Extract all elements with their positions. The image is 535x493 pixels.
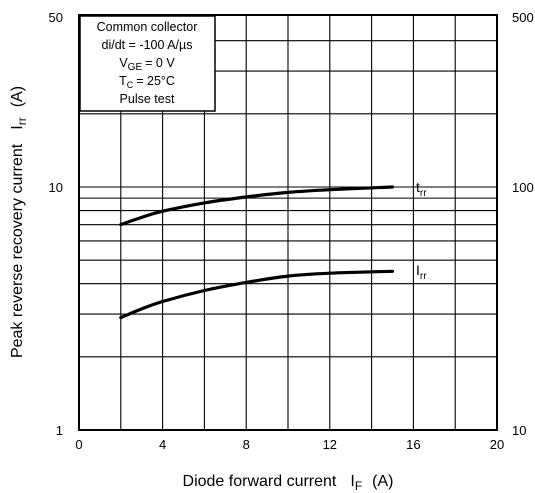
x-tick-label: 8 (243, 437, 250, 452)
x-tick-label: 0 (75, 437, 82, 452)
series-line-trr (119, 185, 395, 227)
x-tick-label: 12 (323, 437, 337, 452)
condition-line-3-symbol: V (119, 56, 128, 70)
series-label-trr-sub: rr (420, 188, 427, 199)
x-tick-labels: 0 4 8 12 16 20 (75, 437, 504, 452)
condition-line-4-sub: C (127, 80, 134, 90)
series-label-trr-main: t (416, 179, 420, 195)
y-right-tick-label: 10 (512, 423, 526, 438)
series-line-irr (119, 269, 395, 320)
plot-frame (78, 14, 498, 431)
x-axis-title-unit: (A) (372, 473, 393, 490)
y-axis-title: Peak reverse recovery current Irr (A) (9, 86, 29, 358)
series-label-irr: Irr (416, 262, 427, 282)
series-label-irr-main: I (416, 262, 420, 278)
condition-line-3-rest: = 0 V (145, 56, 175, 70)
x-axis-title-symbol: I (350, 473, 354, 490)
data-series (119, 185, 395, 320)
condition-line-2: di/dt = -100 A/µs (102, 38, 193, 52)
x-tick-label: 16 (406, 437, 420, 452)
condition-line-3-sub: GE (128, 62, 143, 73)
conditions-box-frame (79, 15, 216, 112)
condition-line-5: Pulse test (120, 92, 175, 106)
y-right-tick-labels: 10 100 500 (512, 10, 534, 438)
y-right-tick-label: 100 (512, 180, 534, 195)
condition-line-1: Common collector (97, 20, 198, 34)
y-left-tick-label: 50 (49, 10, 63, 25)
conditions-box: Common collector di/dt = -100 A/µs VGE = … (79, 15, 216, 112)
x-tick-label: 20 (490, 437, 504, 452)
x-axis-title-symbol-sub: F (355, 479, 362, 493)
y-right-tick-label: 500 (512, 10, 534, 25)
y-axis-title-unit: (A) (9, 86, 26, 107)
series-label-trr: trr (416, 179, 427, 199)
y-axis-title-symbol: I (9, 125, 26, 129)
x-tick-label: 4 (159, 437, 166, 452)
x-axis-title: Diode forward current IF (A) (183, 473, 394, 493)
y-left-tick-label: 1 (56, 423, 63, 438)
x-axis-title-text: Diode forward current (183, 473, 337, 490)
grid (79, 15, 497, 430)
condition-line-4: TC = 25°C (119, 74, 175, 90)
y-left-tick-labels: 1 10 50 (49, 10, 63, 438)
condition-line-4-rest: = 25°C (136, 74, 175, 88)
condition-line-3: VGE = 0 V (119, 56, 175, 73)
y-left-tick-label: 10 (49, 180, 63, 195)
y-axis-title-symbol-sub: rr (15, 117, 29, 125)
y-axis-title-text: Peak reverse recovery current (9, 143, 26, 358)
series-label-irr-sub: rr (420, 271, 427, 282)
condition-line-4-symbol: T (119, 74, 127, 88)
